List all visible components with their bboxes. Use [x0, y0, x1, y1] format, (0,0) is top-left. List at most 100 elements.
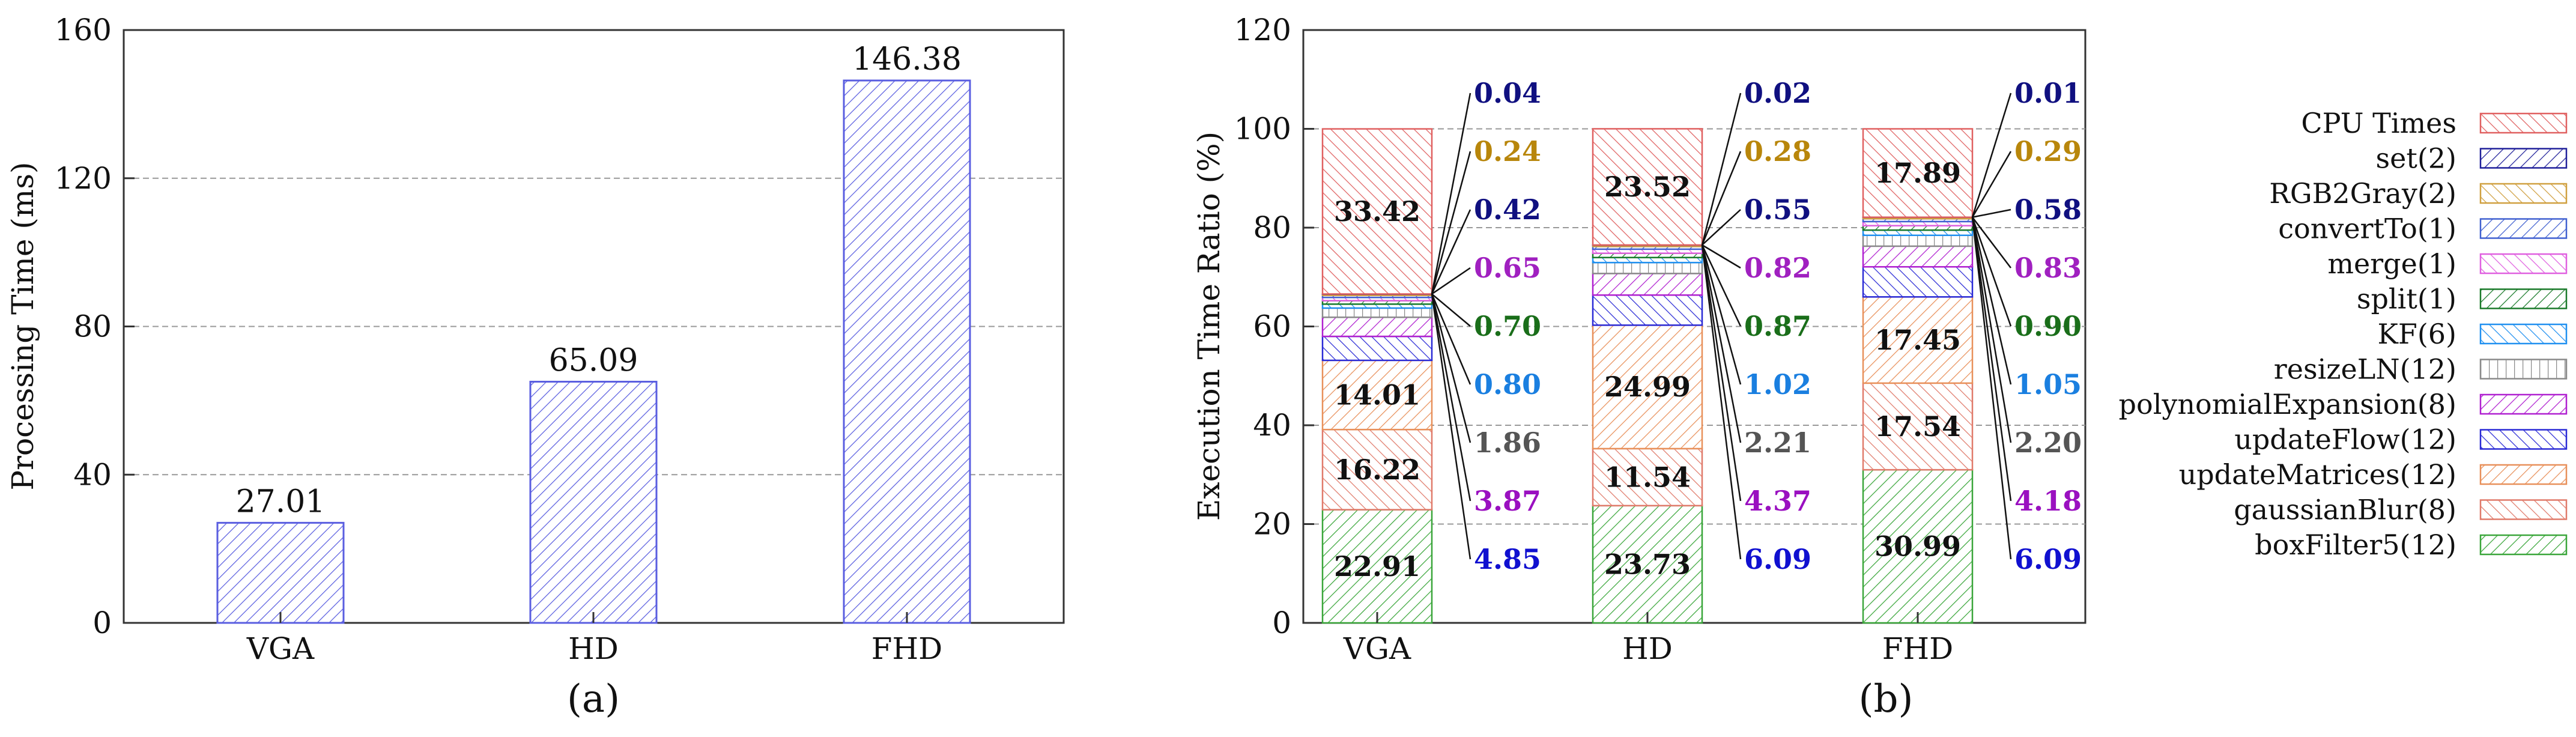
chart-b-callout-line: [1701, 244, 1742, 443]
chart-b-callout-label: 0.55: [1744, 193, 1811, 226]
chart-b-legend-label: merge(1): [2327, 247, 2456, 280]
chart-b-callout-label: 0.29: [2014, 135, 2082, 168]
chart-b-legend-label: resizeLN(12): [2274, 353, 2456, 386]
chart-b-legend: CPU Timesset(2)RGB2Gray(2)convertTo(1)me…: [2119, 107, 2568, 561]
chart-a: 0 40 80 120 160 27.01 65.09 146.38 VGA HD FHD Pr…: [5, 13, 1065, 721]
chart-b-callout-line: [1431, 293, 1471, 327]
chart-b: 0 20 40 60 80 100 120 22.91 16.22 14.01 33.42 23.7…: [1192, 13, 2568, 721]
chart-b-segment: [1321, 509, 1433, 624]
chart-b-y-tick-label: 120: [1234, 13, 1291, 47]
chart-b-legend-swatch: [2479, 323, 2568, 345]
chart-b-segment-value-label: 11.54: [1604, 461, 1691, 493]
chart-b-legend-swatch: [2479, 534, 2568, 556]
chart-a-bar: [529, 380, 658, 624]
chart-b-legend-swatch: [2479, 288, 2568, 309]
chart-b-callout-label: 1.02: [1744, 368, 1811, 401]
chart-b-callout-line: [1971, 217, 2012, 502]
chart-a-x-tick-label: FHD: [871, 631, 942, 666]
chart-b-segment: [1862, 265, 1974, 298]
chart-b-legend-swatch: [2479, 393, 2568, 415]
chart-b-segment: [1321, 335, 1433, 362]
chart-b-callout-label: 0.28: [1744, 135, 1811, 168]
chart-b-legend-label: CPU Times: [2301, 107, 2456, 139]
chart-b-callout-line: [1971, 217, 2012, 560]
chart-b-callout-label: 0.70: [1474, 310, 1541, 342]
chart-b-segment: [1862, 469, 1974, 624]
chart-b-callout-line: [1431, 209, 1471, 294]
chart-b-callout-label: 0.01: [2014, 77, 2082, 109]
chart-b-callout-label: 6.09: [1744, 543, 1811, 575]
chart-b-legend-label: RGB2Gray(2): [2269, 177, 2456, 210]
chart-b-y-ticks: 0 20 40 60 80 100 120: [1234, 13, 1314, 640]
chart-a-x-tick-label: HD: [568, 631, 619, 666]
chart-b-y-tick-label: 80: [1253, 210, 1291, 245]
chart-b-segment-value-label: 33.42: [1334, 195, 1420, 228]
chart-b-x-ticks: VGA HD FHD: [1343, 612, 1953, 666]
chart-b-callout-line: [1701, 151, 1742, 246]
chart-b-callout-line: [1971, 217, 2012, 385]
chart-b-callout-line: [1702, 209, 1741, 246]
chart-a-bar: [843, 79, 971, 624]
chart-b-callout-line: [1971, 217, 2012, 443]
chart-b-callout-label: 0.82: [1744, 252, 1811, 284]
chart-b-callouts: 0.04 0.24 0.42 0.65 0.70 0.80 1.86 3.87 4.85 0.02…: [1431, 77, 2082, 575]
chart-b-legend-swatch: [2479, 218, 2568, 239]
chart-b-segment: [1321, 359, 1433, 431]
chart-b-segment-value-label: 17.45: [1874, 324, 1961, 356]
chart-b-callout-line: [1972, 208, 2011, 218]
chart-b-segment-labels: 22.91 16.22 14.01 33.42 23.73 11.54 24.99 23.52…: [1334, 157, 1961, 583]
chart-a-y-ticks: 0 40 80 120 160: [55, 13, 135, 640]
chart-b-callout-label: 1.05: [2014, 368, 2082, 401]
chart-b-callout-label: 0.83: [2014, 252, 2082, 284]
chart-b-callout-line: [1701, 244, 1742, 502]
chart-b-segment-value-label: 24.99: [1604, 371, 1691, 403]
chart-b-legend-swatch: [2479, 253, 2568, 274]
chart-b-segment: [1592, 128, 1703, 246]
chart-b-callout-label: 3.87: [1474, 485, 1541, 517]
chart-b-segment: [1592, 324, 1703, 450]
chart-a-y-tick-label: 0: [92, 605, 112, 640]
chart-b-callout-line: [1701, 93, 1742, 246]
chart-b-callout-line: [1431, 93, 1471, 294]
chart-b-y-tick-label: 40: [1253, 408, 1291, 443]
chart-b-callout-line: [1431, 294, 1471, 443]
chart-a-caption: (a): [567, 677, 620, 721]
chart-b-callout-label: 0.04: [1474, 77, 1541, 109]
chart-b-callout-line: [1431, 267, 1471, 295]
chart-b-legend-swatch: [2479, 499, 2568, 520]
chart-b-legend-swatch: [2479, 464, 2568, 485]
chart-b-segment: [1592, 256, 1703, 264]
chart-b-callout-label: 0.80: [1474, 368, 1541, 401]
chart-b-y-axis-title: Execution Time Ratio (%): [1192, 132, 1226, 521]
chart-b-legend-label: split(1): [2357, 283, 2456, 315]
chart-b-callout-line: [1431, 294, 1471, 502]
chart-a-bar-value-label: 146.38: [852, 41, 962, 77]
chart-b-callout-label: 0.65: [1474, 252, 1541, 284]
chart-b-segment: [1321, 428, 1433, 511]
chart-b-caption: (b): [1859, 677, 1914, 721]
chart-b-segment: [1321, 316, 1433, 338]
chart-b-y-tick-label: 60: [1253, 309, 1291, 344]
chart-a-x-ticks: VGA HD FHD: [246, 612, 942, 666]
chart-b-segment-value-label: 16.22: [1334, 453, 1420, 486]
chart-b-x-tick-label: FHD: [1882, 631, 1953, 666]
chart-b-legend-label: gaussianBlur(8): [2234, 494, 2456, 526]
chart-a-x-tick-label: VGA: [246, 631, 315, 666]
chart-b-callout-line: [1431, 294, 1471, 560]
chart-b-callout-line: [1431, 151, 1471, 294]
chart-b-legend-swatch: [2479, 183, 2568, 204]
chart-b-y-tick-label: 20: [1253, 507, 1291, 542]
chart-b-segment-value-label: 23.52: [1604, 171, 1691, 203]
chart-b-callout-label: 0.87: [1744, 310, 1811, 342]
chart-b-segment: [1862, 245, 1974, 268]
chart-b-segment-value-label: 23.73: [1604, 548, 1691, 580]
chart-b-segment: [1321, 307, 1433, 318]
chart-b-callout-line: [1702, 244, 1741, 269]
chart-b-legend-label: polynomialExpansion(8): [2119, 388, 2456, 420]
chart-a-y-tick-label: 80: [73, 309, 112, 344]
chart-b-legend-label: convertTo(1): [2278, 213, 2456, 245]
chart-b-x-tick-label: HD: [1622, 631, 1673, 666]
chart-b-segment: [1592, 294, 1703, 326]
chart-b-callout-line: [1972, 216, 2011, 268]
